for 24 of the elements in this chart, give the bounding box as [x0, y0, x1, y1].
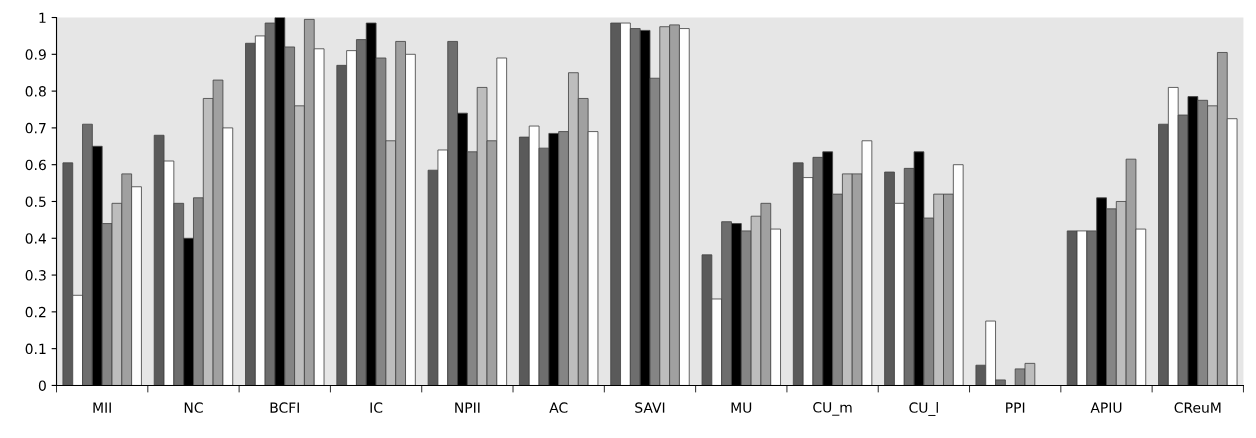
y-tick-label: 0.8	[25, 86, 46, 97]
x-tick-label: CReuM	[1174, 402, 1221, 413]
y-tick-label: 1	[39, 12, 46, 23]
x-tick-label: PPI	[1006, 402, 1025, 413]
x-tick-label: CU_m	[813, 402, 852, 416]
x-tick-label: AC	[549, 402, 568, 413]
x-tick-label: SAVI	[635, 402, 665, 413]
x-tick-label: MU	[731, 402, 752, 413]
x-tick-label: BCFI	[270, 402, 299, 413]
y-tick-label: 0.3	[25, 270, 46, 281]
y-tick-label: 0.2	[25, 306, 46, 318]
x-tick-label: NC	[184, 402, 203, 413]
y-tick-label: 0	[38, 380, 46, 391]
y-tick-label: 0.1	[25, 343, 46, 355]
x-tick-label: NPII	[455, 402, 480, 413]
y-tick-label: 0.9	[25, 49, 46, 60]
x-tick-label: CU_l	[909, 402, 938, 416]
y-tick-label: 0.7	[25, 122, 46, 134]
x-tick-label: MII	[93, 402, 111, 413]
x-tick-label: IC	[370, 402, 383, 413]
x-tick-label: APIU	[1090, 402, 1122, 413]
y-tick-label: 0.4	[25, 233, 47, 244]
y-tick-label: 0.6	[25, 159, 46, 171]
y-tick-label: 0.5	[25, 196, 46, 207]
